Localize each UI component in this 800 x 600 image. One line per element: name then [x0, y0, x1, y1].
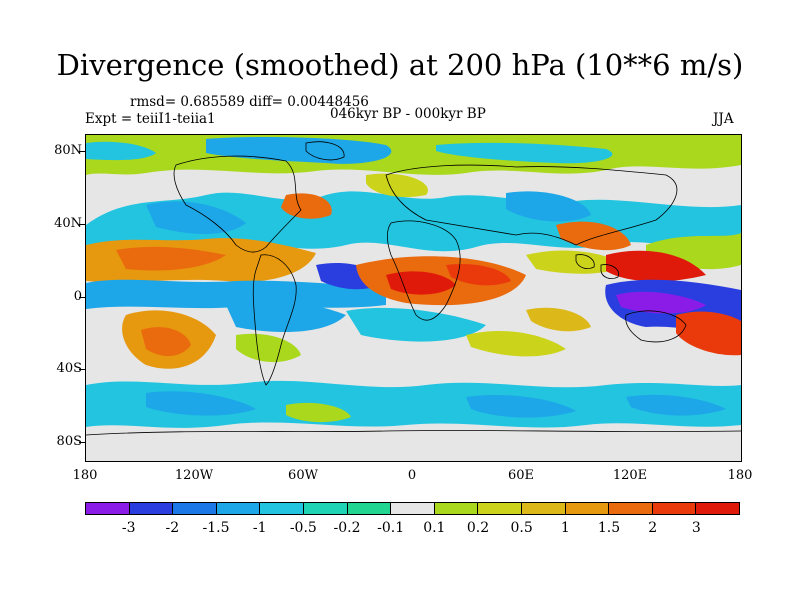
colorbar-segment [696, 503, 739, 514]
tick-mark [79, 369, 85, 370]
colorbar-segment [216, 503, 261, 514]
colorbar-segment [86, 503, 130, 514]
lat-tick-80s: 80S [56, 434, 82, 449]
colorbar-segment [391, 503, 435, 514]
colorbar [85, 502, 740, 515]
colorbar-label: -0.1 [377, 520, 405, 536]
colorbar-segment [347, 503, 392, 514]
colorbar-segment [173, 503, 217, 514]
colorbar-label: -0.2 [333, 520, 361, 536]
lon-tick-180w: 180 [72, 468, 98, 483]
colorbar-segment [478, 503, 522, 514]
lon-tick-60w: 60W [288, 468, 318, 483]
colorbar-label: 3 [691, 520, 701, 536]
lat-tick-40n: 40N [54, 216, 82, 231]
colorbar-segment [434, 503, 479, 514]
experiment-label: Expt = teiiI1-teiia1 [85, 111, 216, 127]
season-label: JJA [713, 111, 734, 127]
colorbar-segment [565, 503, 610, 514]
colorbar-label: -3 [121, 520, 136, 536]
colorbar-label: 1.5 [597, 520, 621, 536]
lon-tick-60e: 60E [507, 468, 535, 483]
tick-mark [79, 442, 85, 443]
lon-tick-120w: 120W [174, 468, 214, 483]
colorbar-label: 0.2 [466, 520, 490, 536]
divergence-map [85, 134, 742, 462]
colorbar-label: -1 [252, 520, 267, 536]
lat-tick-40s: 40S [56, 361, 82, 376]
colorbar-label: 0.5 [510, 520, 533, 536]
colorbar-label: -0.5 [289, 520, 317, 536]
colorbar-segment [260, 503, 304, 514]
period-label: 046kyr BP - 000kyr BP [330, 106, 486, 122]
lat-tick-0: 0 [73, 289, 82, 304]
colorbar-segment [129, 503, 174, 514]
colorbar-label: 2 [648, 520, 658, 536]
map-title: Divergence (smoothed) at 200 hPa (10**6 … [56, 48, 744, 82]
colorbar-label: -1.5 [202, 520, 230, 536]
colorbar-segment [609, 503, 653, 514]
map-canvas [86, 135, 741, 461]
lat-tick-80n: 80N [54, 143, 82, 158]
colorbar-segment [521, 503, 566, 514]
colorbar-label: 1 [560, 520, 570, 536]
lon-tick-120e: 120E [612, 468, 648, 483]
tick-mark [79, 224, 85, 225]
colorbar-label: -2 [165, 520, 180, 536]
colorbar-label: 0.1 [423, 520, 446, 536]
tick-mark [79, 297, 85, 298]
tick-mark [79, 151, 85, 152]
colorbar-segment [303, 503, 348, 514]
lon-tick-0: 0 [407, 468, 417, 483]
lon-tick-180e: 180 [727, 468, 753, 483]
colorbar-segment [652, 503, 697, 514]
stats-text: rmsd= 0.685589 diff= 0.00448456 [130, 94, 369, 110]
